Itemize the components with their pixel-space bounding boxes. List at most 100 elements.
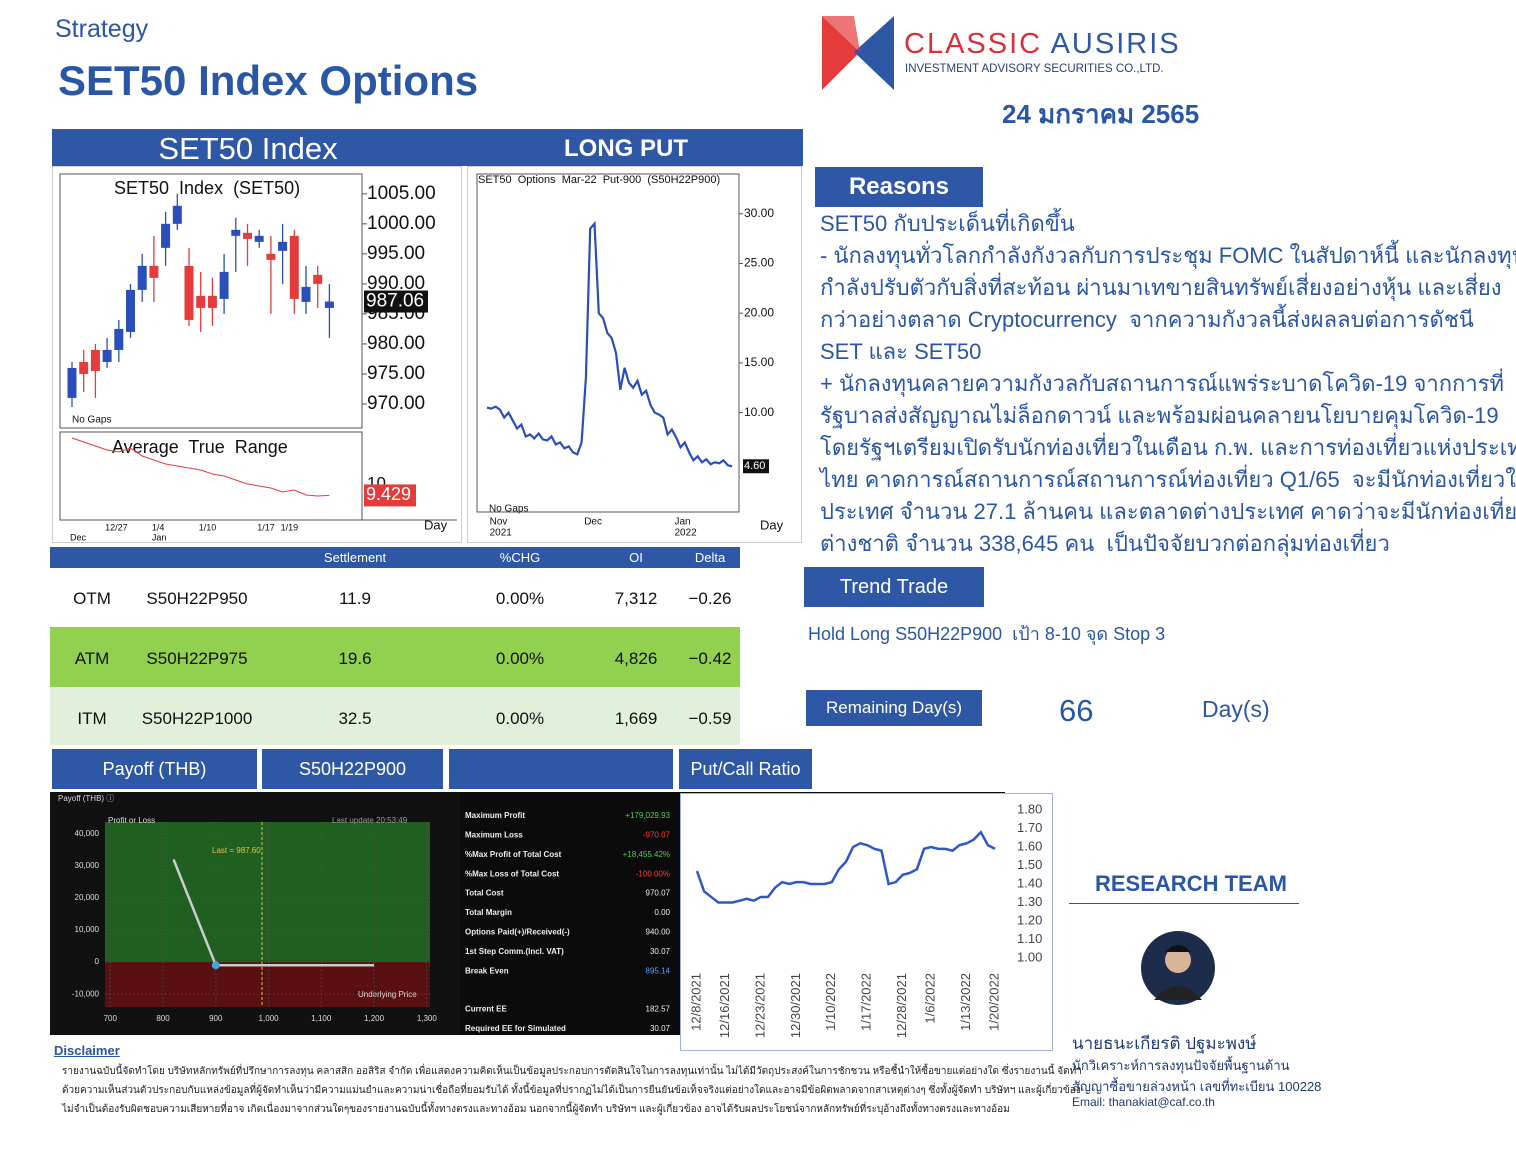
candle-body [67,367,77,398]
remaining-unit: Day(s) [1202,696,1270,722]
y-tick-label: 1.00 [1017,949,1042,964]
x-tick-label: 12/23/2021 [752,973,767,1038]
stat-value: 895.14 [646,966,671,975]
reason-line: รัฐบาลส่งสัญญาณไม่ล็อกดาวน์ และพร้อมผ่อน… [820,403,1499,428]
y-tick-label: 995.00 [367,243,425,264]
y-tick-label: 15.00 [744,355,774,369]
table-cell: 19.6 [338,649,372,668]
table-cell: OTM [73,589,111,608]
team-role: นักวิเคราะห์การลงทุนปัจจัยพื้นฐานด้าน [1072,1058,1290,1073]
y-tick-label: 1.40 [1017,875,1042,890]
x-tick-label: 1/6/2022 [923,973,938,1024]
table-header [50,547,740,568]
last-label: 4.60 [744,460,765,472]
atr-title: Average True Range [112,437,288,457]
candle-body [79,361,89,374]
table-cell: 4,826 [614,649,658,668]
x-tick-label: Dec [70,532,87,542]
loss-zone [105,962,430,1007]
table-header-cell: Delta [694,550,726,565]
company: CLASSIC AUSIRIS [904,28,1181,61]
reason-line: SET50 กับประเด็นที่เกิดขึ้น [820,211,1075,236]
x-tick-label: Dec [584,517,602,528]
x-label: Underlying Price [358,990,417,999]
y-tick-label: 1.70 [1017,820,1042,835]
stat-value: +179,029.93 [625,811,670,820]
title: SET50 Index Options [58,57,479,104]
reasons-text: SET50 กับประเด็นที่เกิดขึ้น - นักลงทุนทั่… [820,208,1516,560]
atr-last-box [364,484,416,507]
x-tick-label: 2021 [490,528,513,539]
y-tick-label: 1005.00 [367,183,436,204]
table-cell: 0.00% [495,649,545,668]
x-tick-label: 800 [156,1014,170,1023]
atr-last-label: 9.429 [366,484,411,504]
table-cell: 7,312 [614,589,658,608]
pcr-chart: 1.80 1.70 1.60 1.50 1.40 1.30 1.20 1.10 1.00 12/8… [680,793,1053,1051]
candle-body [266,253,276,260]
x-tick-label: 900 [209,1014,223,1023]
avatar [1141,931,1215,1005]
x-tick-label: 1/13/2022 [958,973,973,1031]
reason-line: ไทย คาดการณ์สถานการณ์สถานการณ์ท่องเที่ยว… [820,467,1516,492]
y-tick-label: 0 [95,957,100,966]
x-tick-label: Jan [152,532,167,542]
atr-line [71,437,330,497]
x-tick-label: 1/4 [152,522,165,532]
disclaimer-text: รายงานฉบับนี้จัดทำโดย บริษัทหลักทรัพย์ที… [62,1062,1082,1119]
candle-body [102,349,112,362]
x-tick-label: 1,100 [311,1014,332,1023]
table-cell: 32.5 [338,709,372,728]
stat-label: Current EE [465,1005,507,1014]
row-bg [50,687,740,745]
put-chart: SET50 Options Mar-22 Put-900 (S50H22P900… [467,166,802,543]
y-tick-label: 1.30 [1017,894,1042,909]
candle-body [184,265,194,320]
table-header-cell: %CHG [499,550,541,565]
candle-body [243,232,252,239]
y-tick-label: 30.00 [744,206,774,220]
table-cell: S50H22P1000 [141,709,253,728]
panel-title: LONG PUT [564,135,688,162]
x-tick-label: 1/20/2022 [986,973,1001,1031]
candle-body [324,301,334,308]
candle-body [126,289,135,332]
chart-title: Payoff (THB) ⓘ [58,794,114,803]
candle-body [231,229,241,236]
x-tick-label: Nov [490,517,508,528]
y-tick-label: 980.00 [367,333,425,354]
stat-label: Maximum Loss [465,831,523,840]
y-tick-label: 40,000 [75,829,100,838]
stat-value: 940.00 [646,928,671,937]
x-tick-label: 1,300 [417,1014,438,1023]
x-tick-label: 12/28/2021 [894,973,909,1038]
y-tick-label: 1000.00 [367,213,436,234]
disclaimer-title: Disclaimer [54,1043,120,1058]
set50-chart: SET50 Index (SET50) No Gaps 1005.00 1000.00… [52,166,462,543]
candle-body [161,223,171,248]
table-cell: 1,669 [614,709,658,728]
chart-title: SET50 Options Mar-22 Put-900 (S50H22P900… [478,174,720,186]
y-tick-label: 20,000 [75,893,100,902]
x-label: Day [424,517,448,532]
stat-value: -100.00% [636,869,670,878]
x-tick-label: 1,000 [259,1014,280,1023]
stat-label: Options Paid(+)/Received(-) [465,928,570,937]
reason-line: - นักลงทุนทั่วโลกกำลังกังวลกับการประชุม … [820,243,1516,268]
candle-body [254,235,264,242]
y-label: Profit or Loss [108,816,155,825]
stat-value: 0.00 [654,908,670,917]
y-tick-label: 1.80 [1017,801,1042,816]
x-tick-label: 1,200 [364,1014,385,1023]
candle-body [137,265,147,290]
y-tick-label: 10,000 [75,925,100,934]
candle-body [301,286,311,302]
team-email: Email: thanakiat@caf.co.th [1072,1095,1215,1109]
last-label: 987.06 [366,291,424,312]
trend-label: Trend Trade [804,567,984,607]
table-cell: 0.00% [495,589,545,608]
rule [1069,903,1299,904]
pcr-line [695,830,996,904]
remaining-value: 66 [1059,693,1094,728]
stat-label: %Max Loss of Total Cost [465,869,559,878]
